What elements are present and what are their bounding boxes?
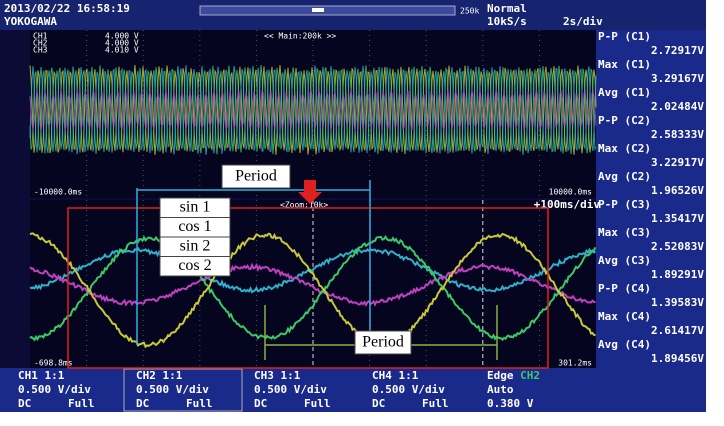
scroll-thumb xyxy=(312,8,324,12)
scope-screen: 2013/02/22 16:58:19 YOKOGAWA 250k Normal… xyxy=(0,0,724,426)
measure-label: Avg (C3) xyxy=(598,254,651,267)
measure-label: Max (C1) xyxy=(598,58,651,71)
main-start: -10000.0ms xyxy=(34,188,82,197)
channel-probe: 1:1 xyxy=(281,369,301,382)
channel-coupling: DC xyxy=(136,397,149,410)
channel-name: CH3 xyxy=(33,46,48,55)
measure-label: P-P (C1) xyxy=(598,30,651,43)
measure-value: 2.58333V xyxy=(651,128,704,141)
measure-label: P-P (C3) xyxy=(598,198,651,211)
measure-label: P-P (C2) xyxy=(598,114,651,127)
channel-bandwidth: Full xyxy=(422,397,449,410)
measure-value: 1.39583V xyxy=(651,296,704,309)
channel-header: CH1 1:1 xyxy=(18,369,65,382)
channel-vdiv: 0.500 V/div xyxy=(18,383,91,396)
channel-coupling: DC xyxy=(372,397,385,410)
channel-bandwidth: Full xyxy=(304,397,331,410)
main-end: 10000.0ms xyxy=(549,188,593,197)
zoom-time-div: +100ms/div xyxy=(534,198,601,211)
trigger-source: CH2 xyxy=(520,369,540,382)
measure-value: 2.61417V xyxy=(651,324,704,337)
channel-vdiv: 0.500 V/div xyxy=(136,383,209,396)
measure-value: 2.52083V xyxy=(651,240,704,253)
main-label: << Main:200k >> xyxy=(264,32,336,41)
measure-value: 1.89291V xyxy=(651,268,704,281)
measure-value: 2.72917V xyxy=(651,44,704,57)
measure-value: 1.35417V xyxy=(651,212,704,225)
channel-probe: 1:1 xyxy=(399,369,419,382)
record-length: 250k xyxy=(460,7,479,16)
legend-label: sin 2 xyxy=(180,238,211,255)
trigger-mode-footer: Auto xyxy=(487,383,514,396)
channel-probe: 1:1 xyxy=(45,369,65,382)
measure-label: Avg (C2) xyxy=(598,170,651,183)
measure-label: Max (C2) xyxy=(598,142,651,155)
channel-name: CH4 xyxy=(372,369,392,382)
channel-scale: 4.010 V xyxy=(105,46,139,55)
channel-header: CH3 1:1 xyxy=(254,369,301,382)
channel-header: CH4 1:1 xyxy=(372,369,419,382)
channel-name: CH3 xyxy=(254,369,274,382)
channel-coupling: DC xyxy=(18,397,31,410)
measure-value: 3.29167V xyxy=(651,72,704,85)
channel-vdiv: 0.500 V/div xyxy=(372,383,445,396)
trigger-level: 0.380 V xyxy=(487,397,534,410)
legend-label: cos 2 xyxy=(178,257,211,274)
channel-bandwidth: Full xyxy=(68,397,95,410)
sample-rate: 10kS/s xyxy=(487,15,527,28)
measure-label: Avg (C4) xyxy=(598,338,651,351)
measure-label: P-P (C4) xyxy=(598,282,651,295)
measure-value: 1.96526V xyxy=(651,184,704,197)
time-div: 2s/div xyxy=(563,15,603,28)
trigger-line: Edge CH2 xyxy=(487,369,540,382)
datetime: 2013/02/22 16:58:19 xyxy=(4,2,130,15)
channel-vdiv: 0.500 V/div xyxy=(254,383,327,396)
zoom-end: 301.2ms xyxy=(558,359,592,368)
trigger-type: Edge xyxy=(487,369,514,382)
period-label: Period xyxy=(362,334,404,351)
zoom-start: -698.8ms xyxy=(34,359,73,368)
brand: YOKOGAWA xyxy=(4,15,57,28)
measure-value: 1.89456V xyxy=(651,352,704,365)
page: 2013/02/22 16:58:19 YOKOGAWA 250k Normal… xyxy=(0,0,724,426)
channel-coupling: DC xyxy=(254,397,267,410)
legend-label: sin 1 xyxy=(180,199,211,216)
channel-probe: 1:1 xyxy=(163,369,183,382)
channel-name: CH2 xyxy=(136,369,156,382)
legend-label: cos 1 xyxy=(178,218,211,235)
measure-value: 2.02484V xyxy=(651,100,704,113)
channel-header: CH2 1:1 xyxy=(136,369,183,382)
trigger-mode: Normal xyxy=(487,2,527,15)
measure-label: Max (C4) xyxy=(598,310,651,323)
channel-name: CH1 xyxy=(18,369,38,382)
channel-bandwidth: Full xyxy=(186,397,213,410)
scroll-bar xyxy=(200,6,455,15)
period-label: Period xyxy=(235,168,277,185)
bottom-bar xyxy=(0,368,706,412)
measure-label: Avg (C1) xyxy=(598,86,651,99)
measure-value: 3.22917V xyxy=(651,156,704,169)
measure-label: Max (C3) xyxy=(598,226,651,239)
